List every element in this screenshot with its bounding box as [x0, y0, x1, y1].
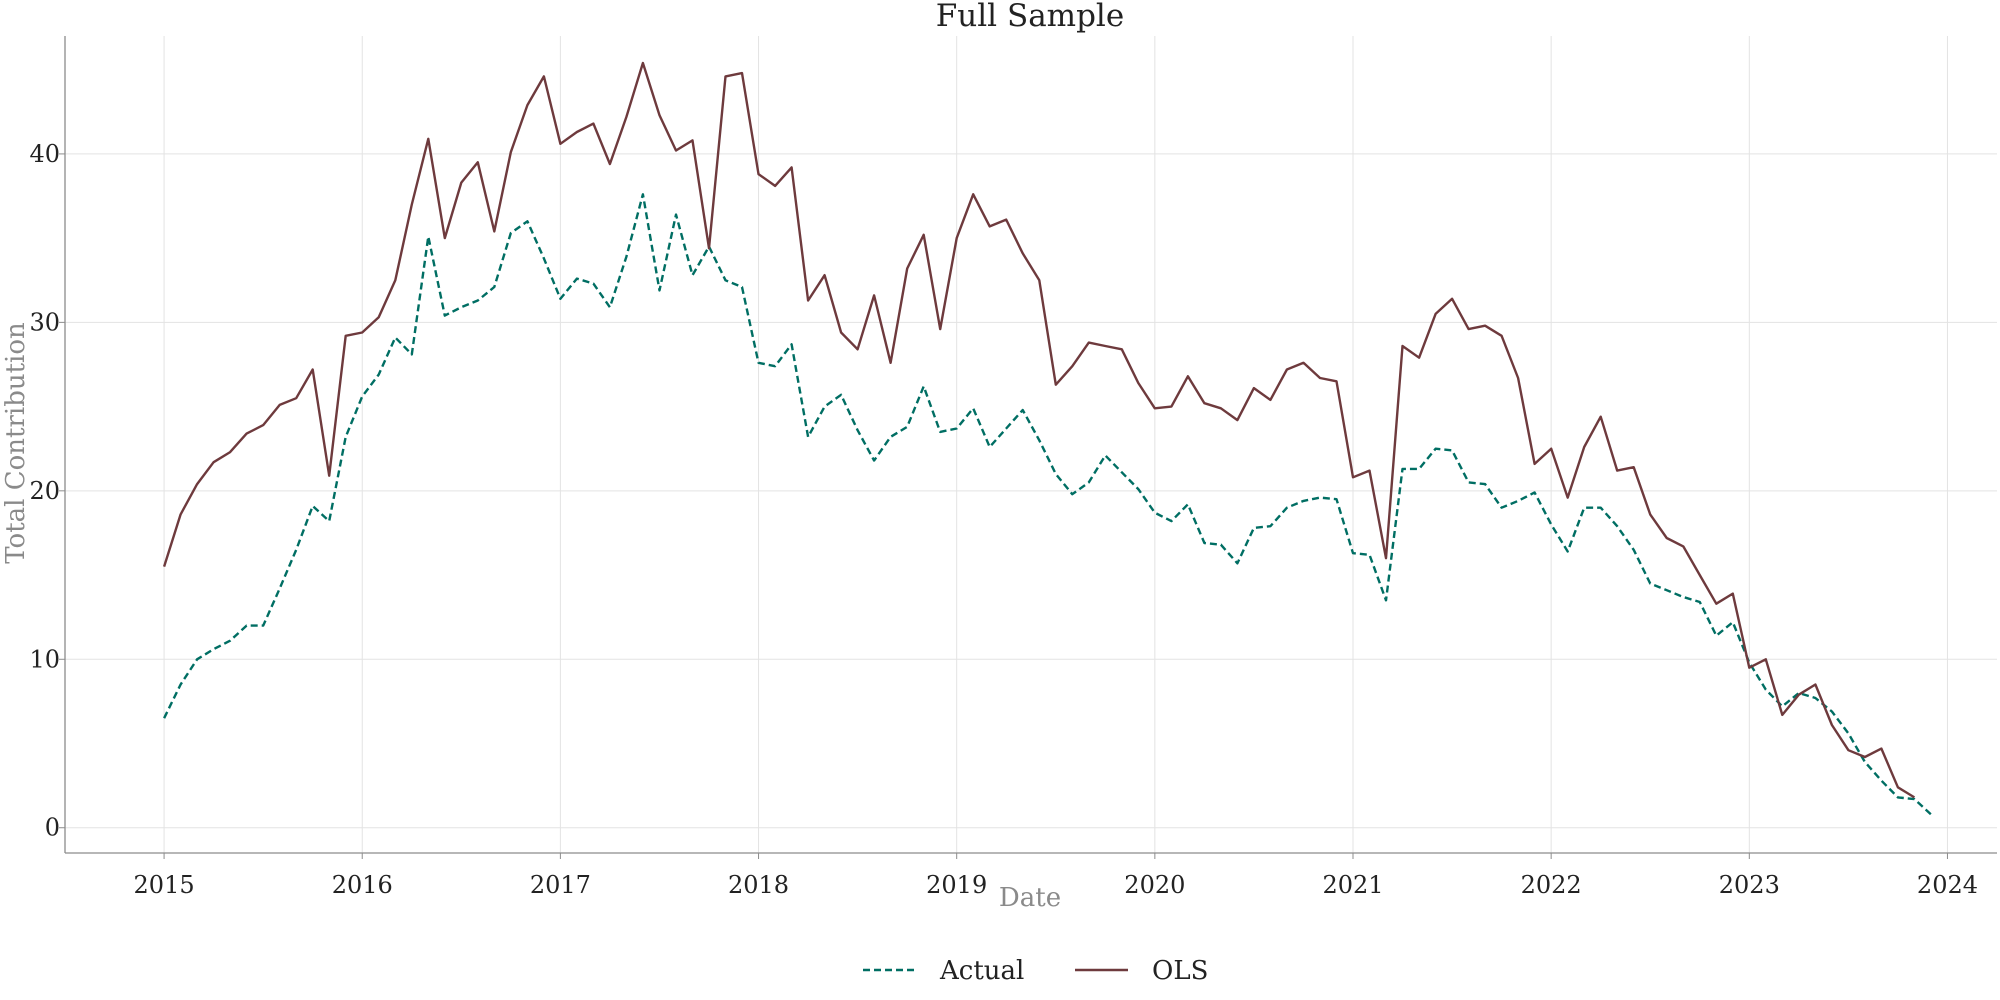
y-tick-label: 30: [29, 308, 60, 336]
series-line-actual: [163, 193, 1932, 816]
y-tick-label: 20: [29, 477, 60, 505]
x-tick-label: 2019: [926, 871, 987, 899]
x-tick-label: 2017: [530, 871, 591, 899]
x-tick-label: 2022: [1521, 871, 1582, 899]
x-tick-label: 2023: [1719, 871, 1780, 899]
axis-spines: [64, 36, 1997, 854]
legend-label-ols: OLS: [1152, 956, 1208, 986]
x-tick-label: 2021: [1322, 871, 1383, 899]
x-tick-label: 2015: [134, 871, 195, 899]
chart-title: Full Sample: [936, 0, 1124, 34]
x-axis-label: Date: [999, 883, 1061, 913]
x-tick-label: 2024: [1917, 871, 1978, 899]
grid-lines: [65, 36, 1997, 853]
x-tick-label: 2018: [728, 871, 789, 899]
x-tick-label: 2020: [1124, 871, 1185, 899]
x-tick-label: 2016: [332, 871, 393, 899]
legend-label-actual: Actual: [939, 956, 1024, 986]
x-axis-ticks: 2015 2016 2017 2018 2019 2020 2021 2022 2023 2024: [134, 853, 1978, 899]
y-tick-label: 0: [45, 814, 60, 842]
y-tick-label: 10: [29, 645, 60, 673]
y-tick-label: 40: [29, 140, 60, 168]
y-axis-label: Total Contribution: [1, 322, 31, 564]
legend: Actual OLS: [863, 956, 1208, 986]
series-line-ols: [162, 61, 1916, 799]
y-axis-ticks: 0 10 20 30 40: [29, 140, 65, 842]
series-lines: [162, 61, 1932, 816]
